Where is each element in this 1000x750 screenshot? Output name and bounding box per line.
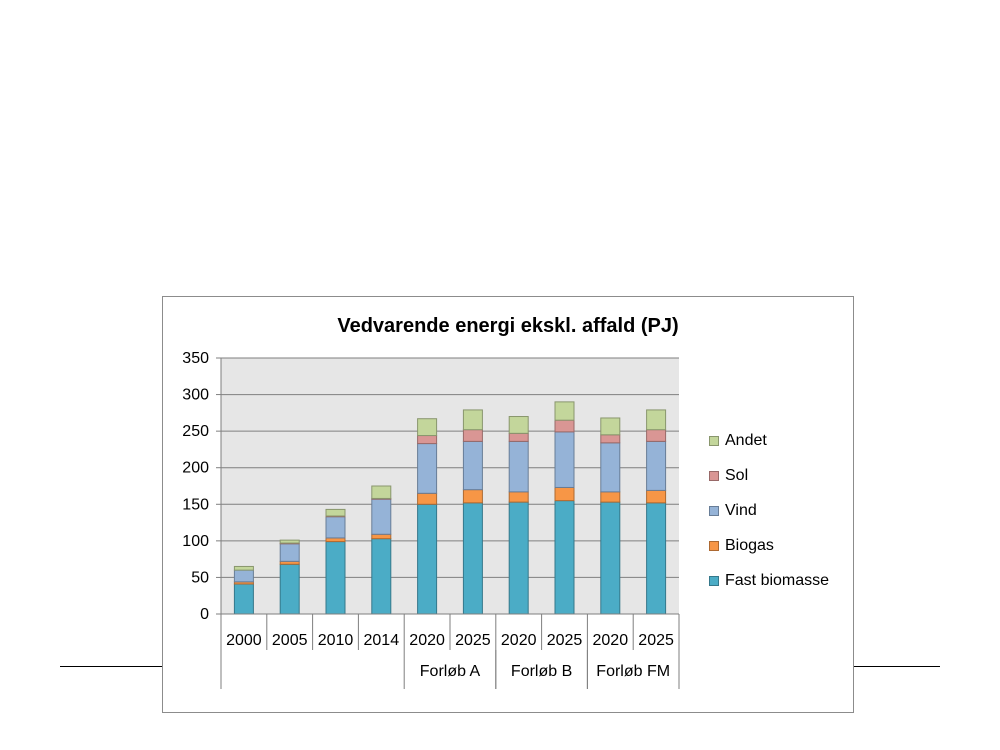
bar-segment-vind	[325, 516, 346, 539]
bar-segment-andet	[646, 409, 667, 431]
x-tick-label: 2010	[318, 632, 354, 649]
legend-item-andet: Andet	[709, 423, 829, 458]
x-tick-label: 2005	[272, 632, 308, 649]
bar-segment-andet	[325, 508, 346, 517]
bar-segment-vind	[417, 443, 438, 494]
x-group-label: Forløb B	[511, 663, 572, 680]
bar-segment-andet	[462, 409, 483, 431]
bar-segment-andet	[600, 417, 621, 436]
bar-segment-vind	[462, 440, 483, 491]
legend-label: Vind	[725, 501, 757, 519]
bar-segment-fast-biomasse	[325, 541, 346, 615]
legend-swatch	[709, 505, 719, 516]
y-tick-label: 150	[182, 496, 209, 513]
bar-segment-sol	[462, 429, 483, 442]
bar-segment-andet	[279, 539, 300, 544]
bar-segment-fast-biomasse	[554, 500, 575, 615]
bar-segment-fast-biomasse	[417, 503, 438, 615]
chart-legend: Andet Sol Vind Biogas Fast biomasse	[709, 423, 829, 598]
y-tick-label: 300	[182, 387, 209, 404]
bar-segment-vind	[233, 569, 254, 583]
legend-swatch	[709, 575, 719, 586]
bar-segment-biogas	[325, 537, 346, 543]
bar-segment-biogas	[554, 486, 575, 502]
x-group-label: Forløb A	[420, 663, 481, 680]
bar-segment-andet	[371, 485, 392, 499]
bar-segment-biogas	[371, 533, 392, 540]
bar-segment-vind	[508, 440, 529, 493]
bar-segment-biogas	[646, 489, 667, 504]
x-tick-label: 2014	[364, 632, 400, 649]
x-tick-label: 2020	[409, 632, 445, 649]
y-tick-label: 100	[182, 533, 209, 550]
legend-swatch	[709, 435, 719, 446]
legend-item-vind: Vind	[709, 493, 829, 528]
bar-segment-biogas	[417, 492, 438, 505]
bar-segment-biogas	[600, 491, 621, 503]
bar-segment-fast-biomasse	[646, 502, 667, 615]
bar-segment-sol	[508, 432, 529, 442]
x-group-label: Forløb FM	[596, 663, 670, 680]
bar-segment-vind	[554, 431, 575, 488]
bar-segment-andet	[417, 418, 438, 437]
x-tick-label: 2025	[455, 632, 491, 649]
bar-segment-sol	[646, 429, 667, 442]
x-tick-label: 2020	[593, 632, 629, 649]
bar-segment-fast-biomasse	[371, 538, 392, 615]
bar-segment-andet	[508, 416, 529, 434]
bar-segment-biogas	[508, 491, 529, 503]
slide-rule-left	[60, 666, 164, 667]
chart-plot-svg: 0 50 100 150 200 250 300 350 2000 2005 2010 2014 202…	[182, 350, 680, 689]
bar-segment-vind	[371, 498, 392, 535]
bar-segment-vind	[279, 543, 300, 562]
x-tick-label: 2025	[547, 632, 583, 649]
x-tick-label: 2025	[638, 632, 674, 649]
legend-label: Sol	[725, 466, 749, 484]
x-tick-label: 2020	[501, 632, 537, 649]
y-tick-label: 50	[191, 569, 209, 586]
bar-segment-andet	[554, 401, 575, 421]
y-tick-label: 0	[200, 606, 209, 623]
legend-label: Andet	[725, 431, 767, 449]
bar-segment-andet	[233, 565, 254, 571]
legend-item-fast-biomasse: Fast biomasse	[709, 563, 829, 598]
bar-segment-sol	[554, 419, 575, 433]
bar-segment-fast-biomasse	[279, 563, 300, 615]
chart-title: Vedvarende energi ekskl. affald (PJ)	[337, 315, 679, 337]
y-tick-label: 350	[182, 350, 209, 367]
bar-segment-sol	[417, 435, 438, 445]
chart-frame: Vedvarende energi ekskl. affald (PJ) 0 50…	[162, 296, 854, 713]
x-tick-label: 2000	[226, 632, 262, 649]
y-tick-label: 250	[182, 423, 209, 440]
bar-segment-fast-biomasse	[508, 501, 529, 615]
legend-swatch	[709, 470, 719, 481]
bar-segment-vind	[646, 440, 667, 491]
bar-segment-sol	[600, 434, 621, 444]
bar-segment-fast-biomasse	[600, 501, 621, 615]
y-tick-label: 200	[182, 460, 209, 477]
legend-item-sol: Sol	[709, 458, 829, 493]
bar-segment-fast-biomasse	[233, 583, 254, 615]
bar-segment-vind	[600, 442, 621, 493]
slide-rule-right	[854, 666, 940, 667]
legend-label: Fast biomasse	[725, 571, 830, 589]
legend-label: Biogas	[725, 536, 774, 554]
bar-segment-fast-biomasse	[462, 502, 483, 615]
legend-item-biogas: Biogas	[709, 528, 829, 563]
legend-swatch	[709, 540, 719, 551]
bar-segment-biogas	[462, 489, 483, 504]
